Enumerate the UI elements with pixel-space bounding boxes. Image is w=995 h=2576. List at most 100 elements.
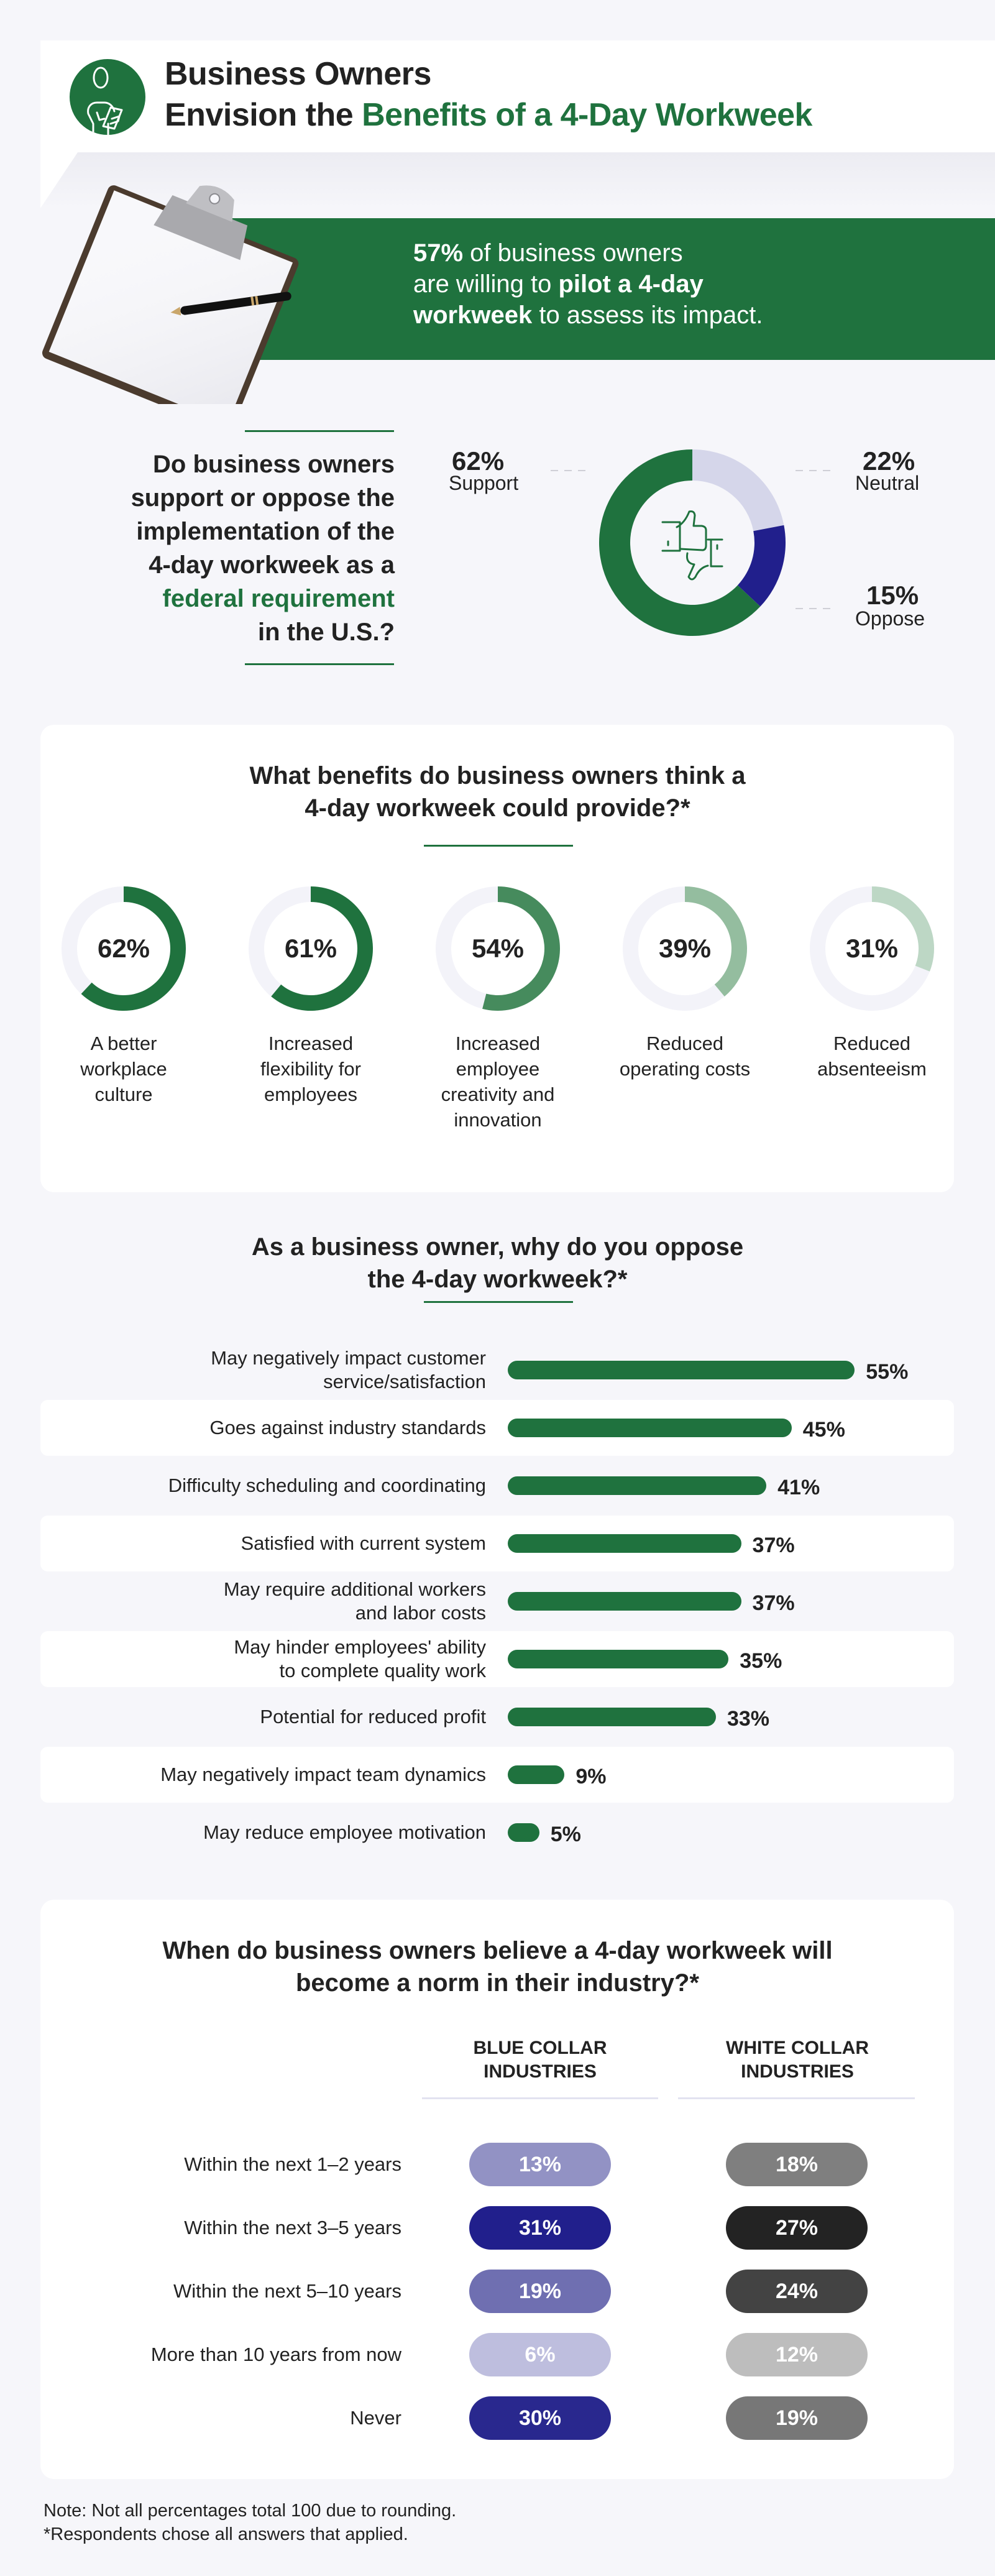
bar xyxy=(508,1823,539,1842)
bar xyxy=(508,1534,741,1553)
benefit-ring xyxy=(436,886,560,1011)
bar xyxy=(508,1476,767,1495)
bar-label-line: to complete quality work xyxy=(279,1660,486,1681)
benefit-label-line: Increased xyxy=(455,1033,541,1054)
benefit-item: 39% Reduced operating costs xyxy=(610,886,759,1082)
bar-row-band xyxy=(40,1400,954,1456)
banner-text-3: to assess its impact. xyxy=(532,301,763,329)
benefit-ring xyxy=(62,886,186,1011)
white-collar-value-pill: 18% xyxy=(726,2143,868,2186)
bar xyxy=(508,1650,729,1668)
bar-label: May hinder employees' ability to complete… xyxy=(138,1635,486,1683)
clipboard-image xyxy=(42,185,299,404)
q-line-6: in the U.S.? xyxy=(258,619,395,646)
stat-banner xyxy=(180,218,995,360)
benefit-label: A better workplace culture xyxy=(49,1031,198,1107)
oppose-label: Oppose xyxy=(855,607,925,630)
norm-row-label: Within the next 5–10 years xyxy=(173,2280,401,2302)
benefit-label-line: flexibility for xyxy=(260,1058,361,1080)
benefits-card xyxy=(40,725,954,1192)
oppose-pct: 15% xyxy=(866,581,919,610)
benefit-label-line: culture xyxy=(94,1083,153,1105)
col-header-white: WHITE COLLAR INDUSTRIES xyxy=(676,2036,919,2084)
divider-bottom xyxy=(245,663,394,665)
q-line-4: 4-day workweek as a xyxy=(149,551,395,579)
oppose-leader-line xyxy=(796,608,833,609)
bar-label: Potential for reduced profit xyxy=(138,1705,486,1729)
bar-label: Satisfied with current system xyxy=(138,1532,486,1555)
norm-card xyxy=(40,1900,954,2479)
col-blue-line-2: INDUSTRIES xyxy=(484,2061,597,2082)
footnote-asterisk: *Respondents chose all answers that appl… xyxy=(44,2524,408,2544)
bar-label: May require additional workers and labor … xyxy=(138,1578,486,1625)
bar-label: May reduce employee motivation xyxy=(138,1821,486,1844)
norm-row-label: Never xyxy=(350,2407,401,2429)
benefit-ring xyxy=(249,886,373,1011)
oppose-divider xyxy=(424,1301,573,1303)
benefit-item: 31% Reduced absenteeism xyxy=(797,886,947,1082)
benefit-label-line: operating costs xyxy=(619,1058,751,1080)
support-leader-line xyxy=(551,470,588,471)
oppose-segment xyxy=(737,525,786,607)
norm-title-2: become a norm in their industry?* xyxy=(295,1969,699,1997)
title-line-2: Envision the Benefits of a 4-Day Workwee… xyxy=(165,94,812,136)
support-pct: 62% xyxy=(452,446,505,476)
benefit-ring xyxy=(623,886,747,1011)
neutral-segment xyxy=(692,449,784,531)
header-panel xyxy=(40,40,995,152)
federal-question: Do business owners support or oppose the… xyxy=(75,448,395,649)
q-line-3: implementation of the xyxy=(136,518,395,545)
divider-top xyxy=(245,430,394,432)
blue-collar-value-pill: 31% xyxy=(469,2206,611,2250)
bar-value: 5% xyxy=(550,1823,581,1846)
benefit-pct: 61% xyxy=(284,934,337,963)
norm-title-1: When do business owners believe a 4-day … xyxy=(162,1937,833,1964)
blue-collar-value-pill: 13% xyxy=(469,2143,611,2186)
bar-value: 35% xyxy=(740,1649,782,1673)
bar xyxy=(508,1419,792,1437)
bar-label: May negatively impact team dynamics xyxy=(138,1763,486,1787)
benefit-label-line: absenteeism xyxy=(817,1058,927,1080)
white-collar-value-pill: 27% xyxy=(726,2206,868,2250)
bar-row-band xyxy=(40,1631,954,1687)
col-blue-rule xyxy=(422,2097,658,2099)
blue-collar-value-pill: 30% xyxy=(469,2396,611,2440)
benefit-item: 62% A better workplace culture xyxy=(49,886,198,1107)
bar-value: 55% xyxy=(866,1360,909,1384)
bar-label-line: May reduce employee motivation xyxy=(203,1821,486,1843)
benefit-pct: 54% xyxy=(471,934,525,963)
bar-label-line: and labor costs xyxy=(355,1602,486,1624)
blue-collar-value-pill: 6% xyxy=(469,2333,611,2376)
bar-value: 37% xyxy=(752,1534,795,1557)
benefits-title-2: 4-day workweek could provide?* xyxy=(305,794,690,822)
benefit-label-line: Reduced xyxy=(833,1033,911,1054)
bar-label: Difficulty scheduling and coordinating xyxy=(138,1474,486,1497)
norm-row-label: Within the next 3–5 years xyxy=(184,2217,401,2238)
footnote-rounding: Note: Not all percentages total 100 due … xyxy=(44,2501,457,2521)
banner-line-2: are willing to pilot a 4-day xyxy=(413,269,848,300)
benefit-item: 54% Increased employee creativity and innova… xyxy=(423,886,572,1133)
white-collar-value-pill: 24% xyxy=(726,2270,868,2313)
bar-value: 37% xyxy=(752,1591,795,1615)
benefit-label: Increased employee creativity and innovatio… xyxy=(423,1031,572,1133)
neutral-label: Neutral xyxy=(855,472,920,494)
bar-label-line: May negatively impact customer xyxy=(211,1347,486,1369)
neutral-leader-line xyxy=(796,470,833,471)
bar-value: 33% xyxy=(727,1707,769,1731)
q-line-2: support or oppose the xyxy=(131,484,395,512)
q-accent: federal requirement xyxy=(162,585,395,612)
norm-row-label: More than 10 years from now xyxy=(150,2344,401,2365)
support-oppose-donut xyxy=(599,449,786,636)
banner-text-2: are willing to xyxy=(413,270,559,298)
title-line-1: Business Owners xyxy=(165,56,431,92)
page-title: Business Owners Envision the Benefits of… xyxy=(165,53,812,136)
blue-collar-value-pill: 19% xyxy=(469,2270,611,2313)
col-white-line-1: WHITE COLLAR xyxy=(726,2038,869,2058)
bar-label-line: Potential for reduced profit xyxy=(260,1706,486,1727)
col-header-blue: BLUE COLLAR INDUSTRIES xyxy=(419,2036,661,2084)
title-accent: Benefits of a 4-Day Workweek xyxy=(362,97,812,133)
benefits-divider xyxy=(424,845,573,847)
white-collar-value-pill: 19% xyxy=(726,2396,868,2440)
col-white-line-2: INDUSTRIES xyxy=(741,2061,854,2082)
benefit-pct: 39% xyxy=(658,934,712,963)
